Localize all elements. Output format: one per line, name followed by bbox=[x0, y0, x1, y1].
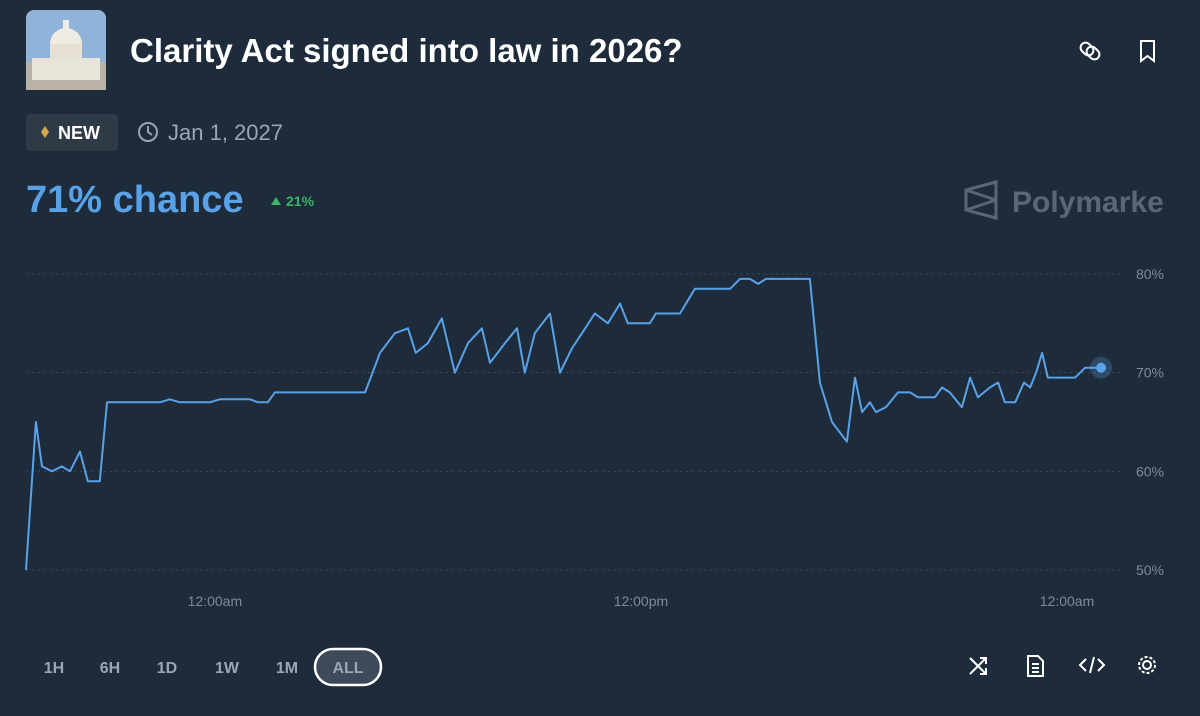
embed-button[interactable] bbox=[1078, 656, 1106, 674]
y-tick-label: 50% bbox=[1136, 562, 1164, 578]
badge-bg bbox=[26, 114, 118, 151]
last-point bbox=[1096, 362, 1107, 373]
range-button[interactable]: ALL bbox=[332, 660, 363, 677]
brand: Polymarke bbox=[1012, 186, 1164, 219]
y-tick-label: 60% bbox=[1136, 463, 1164, 479]
x-tick-label: 12:00am bbox=[188, 593, 242, 609]
settings-button[interactable] bbox=[1142, 660, 1152, 670]
range-button[interactable]: 1D bbox=[157, 660, 177, 677]
rules-button[interactable] bbox=[1027, 655, 1044, 677]
bookmark-button[interactable] bbox=[1140, 40, 1155, 64]
price-line bbox=[25, 277, 1102, 571]
brand-logo bbox=[964, 180, 998, 220]
range-button[interactable]: 1M bbox=[276, 660, 298, 677]
clock-icon bbox=[138, 122, 158, 142]
badge: NEW bbox=[58, 123, 100, 143]
range-button[interactable]: 6H bbox=[100, 660, 120, 677]
title: Clarity Act signed into law in 2026? bbox=[130, 32, 683, 69]
range-button-selected[interactable] bbox=[313, 647, 383, 687]
y-tick-label: 80% bbox=[1136, 266, 1164, 282]
badge-icon bbox=[41, 126, 49, 138]
change: 21% bbox=[286, 193, 315, 209]
tool-icons bbox=[969, 655, 1156, 677]
chart: 50% 60% 70% 80% 12:00am 12:00pm 12:00am bbox=[25, 266, 1164, 609]
range-button[interactable]: 1H bbox=[44, 660, 64, 677]
range-buttons: 1H 6H 1D 1W 1M ALL bbox=[44, 647, 383, 687]
link-button[interactable] bbox=[1079, 41, 1102, 62]
x-tick-label: 12:00am bbox=[1040, 593, 1094, 609]
end-date: Jan 1, 2027 bbox=[168, 120, 283, 145]
market-image bbox=[26, 10, 106, 90]
y-tick-label: 70% bbox=[1136, 365, 1164, 381]
change-icon bbox=[271, 197, 281, 205]
chance: 71% chance bbox=[26, 179, 244, 221]
x-tick-label: 12:00pm bbox=[614, 593, 668, 609]
range-button[interactable]: 1W bbox=[215, 660, 240, 677]
shuffle-button[interactable] bbox=[969, 657, 987, 675]
